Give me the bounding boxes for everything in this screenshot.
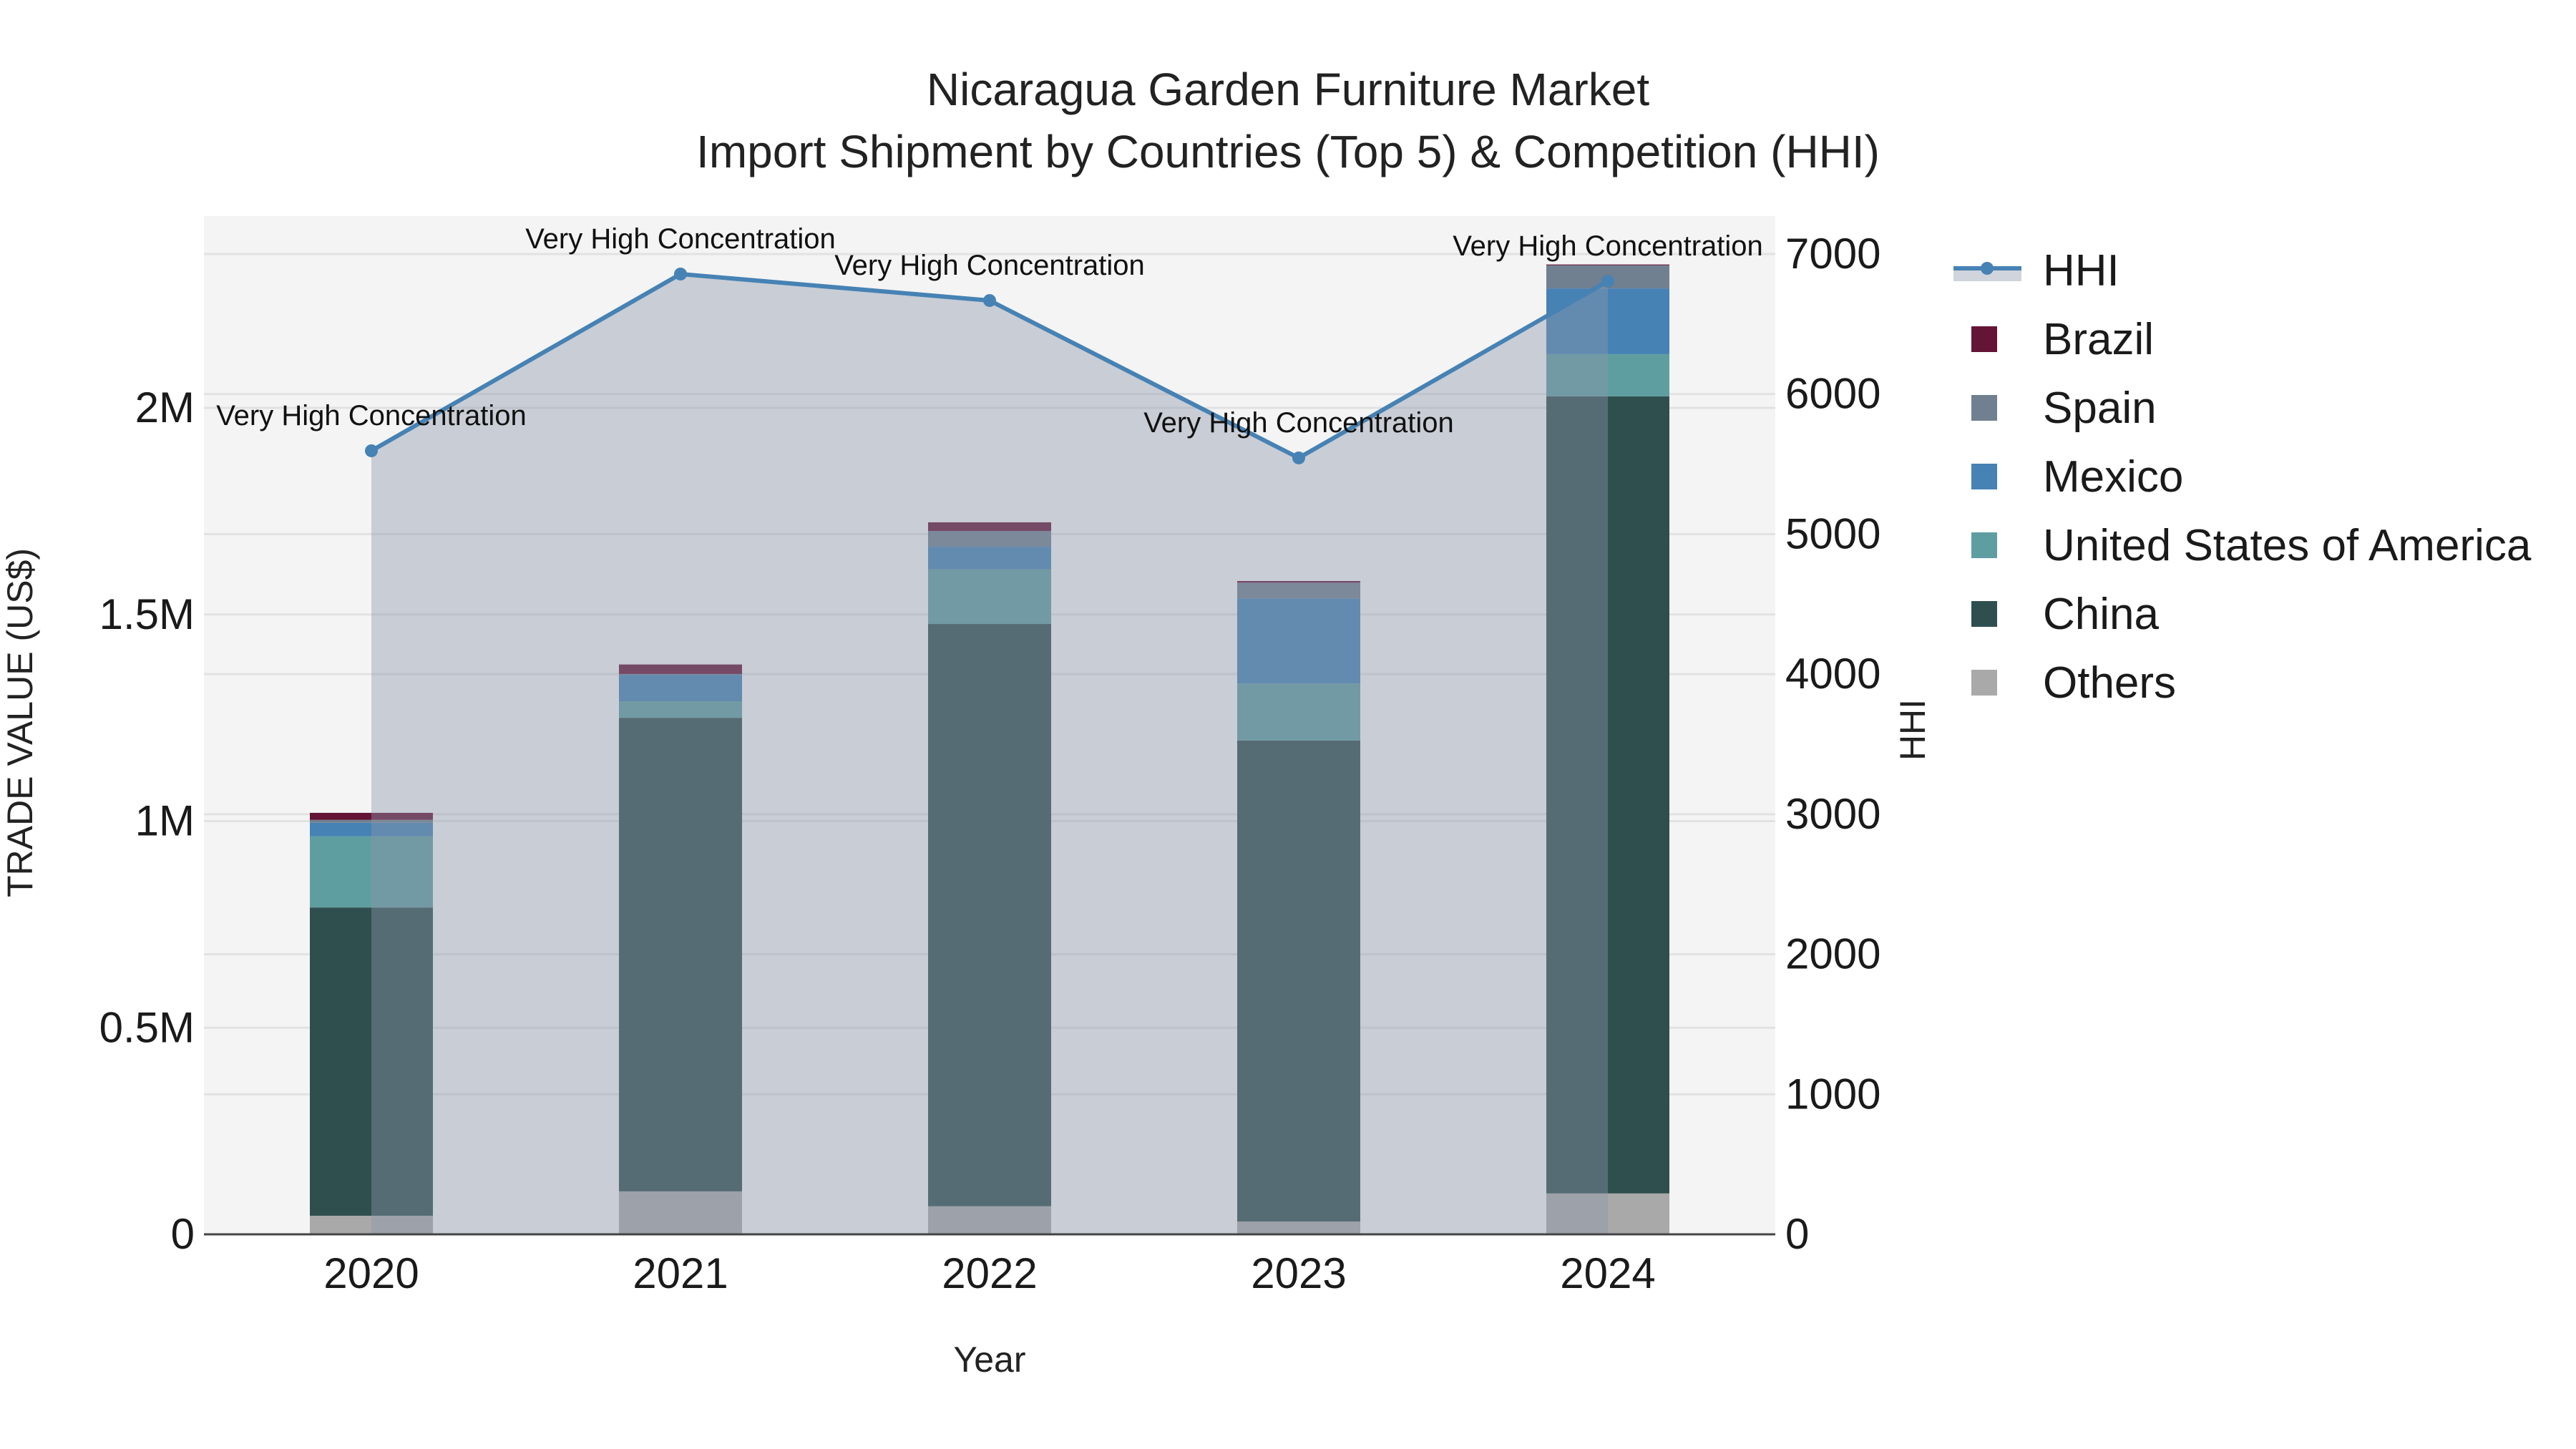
bar-segment-china[interactable] [1546,396,1669,1194]
y-right-ticks: 0 1000 2000 3000 4000 5000 6000 7000 [1785,230,1880,1258]
bar-stack-2023[interactable] [1237,580,1360,1234]
hhi-annotation: Very High Concentration [1143,407,1454,439]
legend-label: China [2043,589,2159,639]
hhi-area [371,273,1608,1234]
y-left-axis-title: TRADE VALUE (US$) [0,548,40,897]
bar-segment-united-states-of-america[interactable] [1237,683,1360,741]
bar-segment-spain[interactable] [310,819,433,823]
y-right-tick-label: 2000 [1785,930,1880,978]
y-right-tick-label: 5000 [1785,509,1880,557]
y-left-tick-label: 2M [135,384,195,431]
legend-swatch-icon [1971,464,1997,489]
hhi-marker[interactable] [1601,274,1614,288]
y-left-tick-label: 0 [171,1210,195,1258]
bar-segment-spain[interactable] [1237,582,1360,599]
legend-swatch-icon [1971,395,1997,421]
y-right-tick-label: 6000 [1785,370,1880,418]
x-tick-label: 2021 [633,1249,728,1297]
y-left-tick-label: 1M [135,797,195,845]
bar-segment-others[interactable] [310,1216,433,1234]
hhi-marker[interactable] [1292,451,1305,464]
bar-segment-brazil[interactable] [310,812,433,820]
y-left-tick-label: 0.5M [99,1003,195,1051]
hhi-annotation: Very High Concentration [525,223,836,255]
x-tick-label: 2023 [1251,1249,1346,1297]
bar-segment-mexico[interactable] [1546,288,1669,354]
legend-label: Brazil [2043,314,2155,364]
legend-swatch-icon [1971,326,1997,352]
bar-segment-mexico[interactable] [1237,598,1360,684]
x-axis-title: Year [953,1340,1025,1380]
bar-segment-brazil[interactable] [928,522,1051,532]
bar-segment-others[interactable] [1237,1221,1360,1234]
bar-stack-2020[interactable] [310,812,433,1234]
x-tick-label: 2024 [1560,1249,1655,1297]
bar-segment-brazil[interactable] [1237,580,1360,583]
y-right-tick-label: 3000 [1785,790,1880,838]
hhi-annotation: Very High Concentration [1453,230,1763,262]
bar-segment-spain[interactable] [928,531,1051,547]
hhi-marker[interactable] [983,293,996,307]
hhi-marker[interactable] [365,444,378,457]
y-left-ticks: 0 0.5M 1M 1.5M 2M [99,384,195,1258]
legend-label: Mexico [2043,452,2184,502]
bar-segment-united-states-of-america[interactable] [310,836,433,908]
bar-stack-2021[interactable] [619,664,742,1234]
y-right-tick-label: 1000 [1785,1070,1880,1118]
bar-stack-2022[interactable] [928,522,1051,1234]
y-right-tick-label: 7000 [1785,230,1880,278]
x-ticks: 2020 2021 2022 2023 2024 [323,1249,1655,1297]
bar-segment-united-states-of-america[interactable] [928,569,1051,625]
bar-segment-china[interactable] [928,624,1051,1206]
bar-segment-others[interactable] [928,1206,1051,1234]
bar-segment-united-states-of-america[interactable] [619,701,742,718]
bar-segment-china[interactable] [619,718,742,1191]
x-tick-label: 2020 [323,1249,419,1297]
bar-segment-others[interactable] [619,1191,742,1234]
legend-label: Spain [2043,383,2157,433]
bar-segment-mexico[interactable] [619,675,742,702]
hhi-marker[interactable] [674,267,687,280]
legend-swatch-icon [1971,670,1997,696]
hhi-line-marker-icon [1953,260,2021,281]
y-right-tick-label: 0 [1785,1210,1809,1258]
legend-label: HHI [2043,245,2119,296]
bar-stacks [310,264,1669,1234]
hhi-annotation: Very High Concentration [834,250,1145,281]
chart-title-line1: Nicaragua Garden Furniture Market [926,64,1650,115]
legend-label: Others [2043,658,2177,708]
bar-segment-united-states-of-america[interactable] [1546,353,1669,396]
x-tick-label: 2022 [942,1249,1037,1297]
bar-stack-2024[interactable] [1546,264,1669,1234]
y-right-axis-title: HHI [1893,699,1933,761]
bar-segment-brazil[interactable] [619,664,742,674]
bar-segment-china[interactable] [310,907,433,1216]
y-right-tick-label: 4000 [1785,650,1880,698]
legend-swatch-icon [1971,601,1997,627]
bar-segment-mexico[interactable] [928,547,1051,570]
bar-segment-others[interactable] [1546,1193,1669,1234]
legend-label: United States of America [2043,520,2532,570]
y-left-tick-label: 1.5M [99,590,195,638]
hhi-annotation: Very High Concentration [216,400,527,431]
legend-swatch-icon [1971,532,1997,558]
bar-segment-china[interactable] [1237,740,1360,1222]
chart-title-line2: Import Shipment by Countries (Top 5) & C… [696,126,1880,177]
bar-segment-spain[interactable] [619,673,742,675]
bar-segment-mexico[interactable] [310,822,433,836]
